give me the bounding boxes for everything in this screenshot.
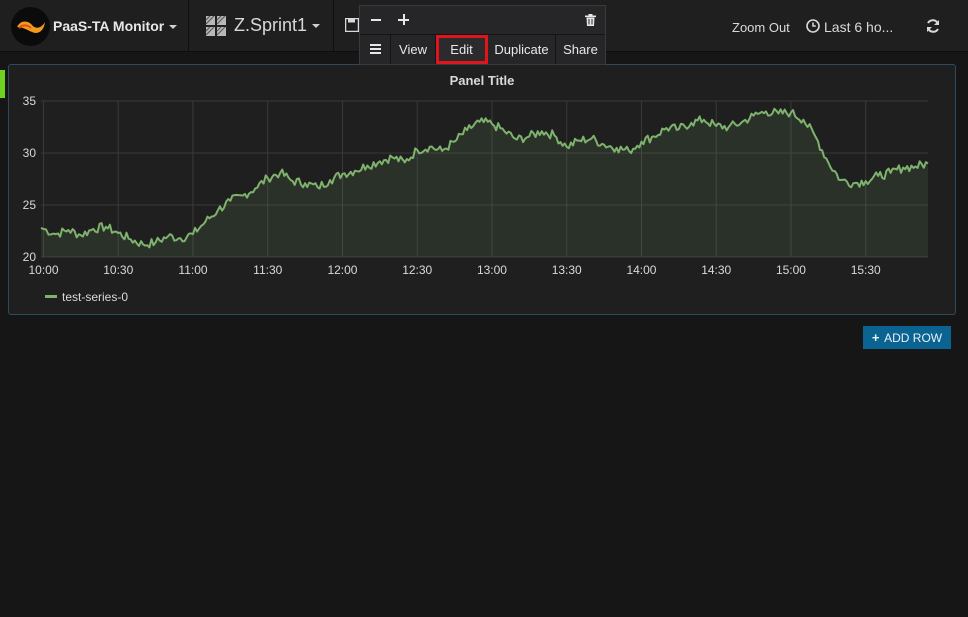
trash-icon[interactable] [585,14,596,26]
x-tick-label: 12:00 [327,263,357,277]
legend-swatch [45,295,57,299]
x-tick-label: 11:30 [253,263,282,277]
view-button[interactable]: View [391,35,436,64]
y-tick-label: 30 [23,146,37,160]
time-range-picker[interactable]: Last 6 ho... [824,19,894,35]
row-collapse-handle[interactable] [0,70,5,98]
panel-menu-actions: View Edit Duplicate Share [360,35,605,64]
series-line [40,107,929,249]
panel-menu-toolbar [360,6,605,35]
add-row-button[interactable]: + ADD ROW [863,326,951,349]
share-button[interactable]: Share [563,42,598,57]
nav-divider [333,0,334,52]
paasta-logo[interactable] [11,7,50,46]
dashboard-title: Z.Sprint1 [234,15,308,35]
legend-item[interactable]: test-series-0 [45,290,128,304]
save-icon[interactable] [345,18,359,32]
brand-menu[interactable]: PaaS-TA Monitor [53,18,178,34]
x-tick-label: 15:00 [776,263,806,277]
x-tick-label: 13:00 [477,263,507,277]
minus-icon[interactable] [371,19,381,21]
x-tick-label: 14:30 [701,263,731,277]
plus-icon[interactable] [398,14,409,25]
edit-button[interactable]: Edit [436,35,488,64]
series-area [41,108,928,257]
hamburger-menu-icon[interactable] [360,35,391,64]
legend-label: test-series-0 [62,290,129,304]
x-tick-label: 11:00 [178,263,207,277]
zoom-out-button[interactable]: Zoom Out [732,20,790,35]
x-tick-label: 13:30 [552,263,582,277]
clock-icon [806,19,820,33]
graph-panel: Panel Title 20 25 30 35 10:00 10:30 11:00 11:30… [8,64,956,315]
add-row-label: ADD ROW [884,331,943,345]
dashboard-grid-icon[interactable] [206,16,226,36]
x-tick-label: 10:00 [28,263,58,277]
y-tick-label: 25 [23,198,37,212]
nav-divider [188,0,189,52]
graph-chart: 20 25 30 35 10:00 10:30 11:00 11:30 12:00 12:30 13… [23,94,929,277]
chevron-down-icon [312,24,321,29]
dashboard-title-menu[interactable]: Z.Sprint1 [234,15,321,36]
y-tick-label: 35 [23,94,37,108]
x-tick-label: 15:30 [851,263,881,277]
plus-icon: + [871,330,880,345]
flame-logo-icon [17,21,45,33]
duplicate-button[interactable]: Duplicate [488,35,556,64]
panel-menu: View Edit Duplicate Share [359,5,606,65]
chevron-down-icon [169,25,178,30]
x-tick-label: 10:30 [103,263,133,277]
refresh-icon[interactable] [925,18,941,34]
brand-label: PaaS-TA Monitor [53,18,165,34]
x-tick-label: 12:30 [402,263,432,277]
x-tick-label: 14:00 [626,263,656,277]
panel-title[interactable]: Panel Title [449,73,515,88]
y-tick-label: 20 [23,250,37,264]
